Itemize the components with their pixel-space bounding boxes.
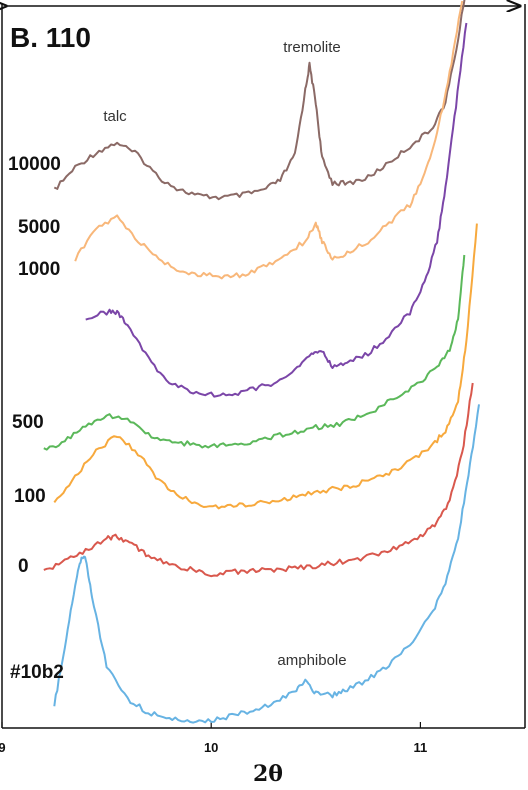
x-axis-label: 2θ [253,761,283,787]
series-line-2 [85,22,468,398]
series-line-0 [53,0,466,201]
series-label-6: #10b2 [10,662,64,683]
series-line-5 [43,382,474,578]
series-line-6 [53,404,480,724]
series-label-4: 100 [14,486,46,507]
series-label-5: 0 [18,556,29,577]
x-tick-label-2: 11 [414,740,428,755]
annotation-tremolite: tremolite [283,39,341,56]
series-line-3 [43,254,466,451]
curves [43,0,480,724]
series-line-4 [53,223,478,510]
plot-frame [2,4,526,729]
x-ticks: 9 10 11 [0,722,427,755]
series-label-3: 500 [12,412,44,433]
annotation-talc: talc [103,108,127,125]
series-label-2: 1000 [18,259,60,280]
panel-title: B. 110 [10,22,91,53]
annotation-amphibole: amphibole [277,652,346,669]
x-tick-label-1: 10 [204,740,218,755]
series-label-1: 5000 [18,217,60,238]
x-tick-label-0: 9 [0,740,6,755]
series-label-0: 10000 [8,154,61,175]
series-line-1 [74,0,464,280]
